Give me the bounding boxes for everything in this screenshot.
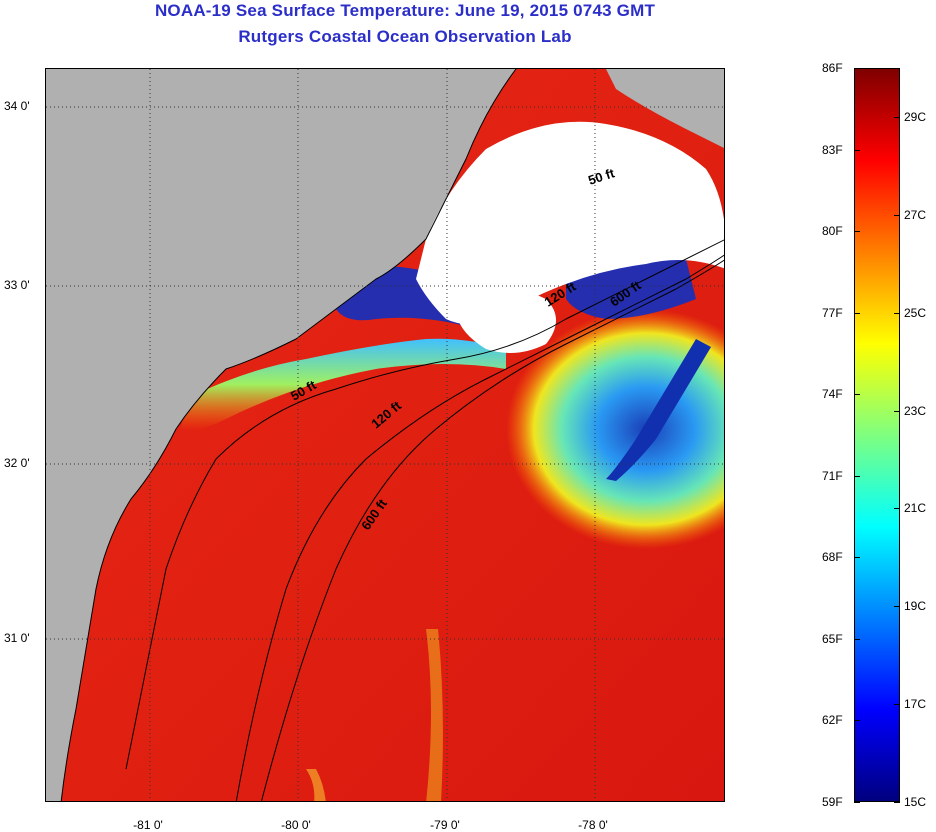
cool-upwelling: [506, 309, 724, 549]
cloud-cover: [456, 285, 556, 353]
colorbar-tick: [894, 802, 900, 803]
colorbar-fahrenheit-label: 74F: [822, 387, 843, 402]
contour-50ft: [125, 239, 724, 770]
nearshore-front: [181, 338, 506, 431]
temperature-colorbar: [854, 68, 900, 802]
colorbar-fahrenheit-label: 80F: [822, 224, 843, 239]
coastline: [60, 69, 517, 801]
colorbar-celsius-label: 21C: [904, 501, 927, 516]
longitude-label: -81 0': [133, 818, 163, 832]
colorbar-tick: [854, 231, 860, 233]
colorbar-tick: [854, 68, 860, 69]
colorbar-celsius-label: 15C: [904, 795, 927, 809]
colorbar-tick: [854, 394, 860, 396]
warm-streak: [426, 629, 443, 801]
colorbar-fahrenheit-label: 86F: [822, 61, 843, 75]
colorbar-tick: [854, 720, 860, 722]
colorbar-tick: [854, 312, 860, 314]
colorbar-fahrenheit-label: 65F: [822, 631, 843, 646]
colorbar-celsius-label: 25C: [904, 305, 927, 320]
longitude-label: -80 0': [281, 818, 311, 832]
colorbar-tick: [894, 116, 900, 118]
warm-streak: [306, 769, 326, 801]
longitude-label: -78 0': [578, 818, 608, 832]
colorbar-tick: [894, 704, 900, 706]
colorbar-tick: [854, 149, 860, 151]
colorbar-tick: [854, 638, 860, 640]
latitude-label: 32 0': [4, 456, 30, 470]
latitude-label: 34 0': [4, 99, 30, 113]
colorbar-fahrenheit-label: 83F: [822, 142, 843, 157]
sst-map: 50 ft 50 ft 120 ft 120 ft 600 ft 600 ft: [45, 68, 725, 802]
latitude-label: 31 0': [4, 631, 30, 645]
colorbar-tick: [894, 410, 900, 412]
colorbar-tick: [894, 312, 900, 314]
colorbar-tick: [854, 802, 860, 803]
longitude-label: -79 0': [430, 818, 460, 832]
sst-map-canvas: 50 ft 50 ft 120 ft 120 ft 600 ft 600 ft: [46, 69, 724, 801]
contour-120ft: [235, 254, 724, 801]
colorbar-celsius-label: 27C: [904, 207, 927, 222]
colorbar-fahrenheit-label: 68F: [822, 550, 843, 565]
graticule: [46, 69, 724, 801]
colorbar-fahrenheit-label: 77F: [822, 305, 843, 320]
colorbar-fahrenheit-label: 71F: [822, 468, 843, 483]
latitude-label: 33 0': [4, 278, 30, 292]
colorbar-celsius-label: 17C: [904, 697, 927, 712]
colorbar-celsius-label: 23C: [904, 403, 927, 418]
colorbar-fahrenheit-label: 59F: [822, 795, 843, 809]
land-mass: [46, 69, 516, 801]
colorbar-tick: [894, 508, 900, 510]
colorbar-tick: [894, 214, 900, 216]
colorbar-celsius-label: 19C: [904, 599, 927, 614]
contour-600ft: [261, 259, 724, 801]
colorbar-tick: [894, 606, 900, 608]
colorbar-fahrenheit-label: 62F: [822, 713, 843, 728]
colorbar-tick: [854, 475, 860, 477]
chart-subtitle: Rutgers Coastal Ocean Observation Lab: [238, 27, 572, 46]
land-mass: [606, 69, 724, 148]
cold-filament: [606, 339, 711, 481]
colorbar-tick: [854, 557, 860, 559]
cloud-cover: [416, 121, 724, 324]
colorbar-celsius-label: 29C: [904, 109, 927, 124]
chart-title: NOAA-19 Sea Surface Temperature: June 19…: [154, 1, 656, 20]
